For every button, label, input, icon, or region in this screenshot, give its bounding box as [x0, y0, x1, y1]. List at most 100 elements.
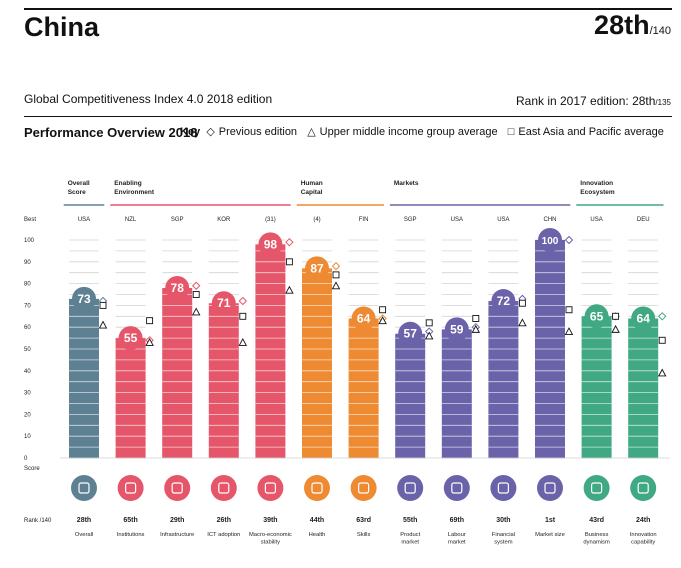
labour-market-icon-glyph [451, 482, 463, 494]
skills-icon-glyph [358, 482, 370, 494]
performance-title: Performance Overview 2018 [24, 125, 198, 140]
pillar-name: Infrastructure [160, 532, 194, 538]
previous-rank-of: /135 [655, 98, 671, 107]
pillar-name: system [494, 540, 513, 546]
pillar-rank: 55th [403, 517, 417, 524]
score-value-label: 73 [77, 292, 91, 306]
market-size-icon [537, 475, 563, 501]
upper-middle-income-marker [424, 331, 434, 340]
legend-east-asia-label: East Asia and Pacific average [518, 126, 664, 138]
best-country-label: (4) [313, 217, 320, 223]
y-tick-label: 70 [24, 303, 31, 309]
score-value-label: 72 [497, 294, 511, 308]
score-circle [258, 232, 283, 257]
best-country-label: (31) [265, 217, 276, 223]
y-tick-label: 20 [24, 412, 31, 418]
east-asia-marker [99, 301, 107, 309]
group-label: Human [301, 180, 323, 187]
score-circle [211, 291, 236, 316]
best-country-label: SGP [171, 217, 184, 223]
overall-icon [71, 475, 97, 501]
pillar-rank: 69th [450, 517, 464, 524]
pillar-name: Institutions [117, 532, 145, 538]
group-label: Score [68, 189, 86, 196]
pillar-rank: 26th [217, 517, 231, 524]
best-country-label: USA [497, 217, 509, 223]
financial-system-icon [490, 475, 517, 501]
pillar-name: market [448, 540, 466, 546]
legend-prev-label: Previous edition [218, 126, 298, 138]
health-icon [304, 475, 330, 501]
pillar-rank: 28th [77, 517, 91, 524]
pillar-rank: 30th [496, 517, 510, 524]
product-market-icon-glyph [404, 482, 416, 494]
pillar-name: Product [400, 532, 420, 538]
east-asia-marker [425, 319, 433, 327]
y-tick-label: 90 [24, 260, 31, 266]
y-tick-label: 40 [24, 369, 31, 375]
market-size-icon-glyph [544, 482, 556, 494]
financial-system-icon-glyph [497, 482, 509, 494]
pillar-rank: 44th [310, 517, 324, 524]
score-value-label: 65 [590, 309, 604, 323]
score-circle [165, 275, 190, 300]
previous-rank: Rank in 2017 edition: 28th/135 [516, 94, 671, 108]
y-tick-label: 10 [24, 434, 31, 440]
upper-middle-income-marker [657, 368, 667, 377]
pillar-name: market [401, 540, 419, 546]
east-asia-marker [518, 299, 526, 307]
institutions-icon [117, 475, 144, 501]
east-asia-marker [332, 271, 340, 279]
pillar-name: Financial [492, 532, 515, 538]
rank-label: Rank /140 [24, 518, 52, 524]
product-market-icon [397, 475, 424, 501]
upper-middle-income-marker [331, 281, 341, 290]
score-bar [581, 316, 612, 458]
pillar-name: Overall [75, 532, 93, 538]
pillar-name: ICT adoption [207, 532, 240, 538]
score-value-label: 57 [404, 327, 418, 341]
pillar-name: Skills [357, 532, 371, 538]
pillar-rank: 29th [170, 517, 184, 524]
y-tick-label: 0 [24, 456, 28, 462]
y-tick-label: 60 [24, 325, 31, 331]
score-bar [628, 318, 659, 458]
best-country-label: USA [451, 217, 463, 223]
group-label: Markets [394, 180, 419, 187]
upper-middle-income-marker [564, 327, 574, 336]
score-value-label: 78 [171, 281, 185, 295]
pillar-name: capability [631, 540, 655, 546]
pillar-name: Labour [448, 532, 466, 538]
score-bar [302, 268, 332, 458]
ict-icon [210, 475, 237, 501]
score-bar [115, 338, 146, 458]
score-circle [72, 286, 96, 311]
y-tick-label: 50 [24, 347, 31, 353]
pillar-rank: 24th [636, 517, 650, 524]
score-bar [488, 301, 519, 458]
upper-middle-income-marker [471, 324, 481, 333]
edition-label: Global Competitiveness Index 4.0 2018 ed… [24, 92, 273, 106]
score-circle [305, 256, 329, 281]
previous-edition-marker [285, 237, 294, 247]
best-country-label: USA [78, 217, 90, 223]
pillar-name: Market size [535, 532, 565, 538]
score-value-label: 71 [217, 296, 231, 310]
legend-upper-mid-label: Upper middle income group average [319, 126, 498, 138]
east-asia-marker [472, 315, 480, 322]
legend-upper-mid-symbol: △ [307, 126, 316, 138]
group-label: Enabling [114, 180, 141, 187]
overall-rank-value: 28th [594, 10, 650, 40]
y-tick-label: 30 [24, 391, 31, 397]
score-circle [584, 304, 609, 329]
pillar-name: Business [585, 532, 609, 538]
overall-icon-glyph [78, 482, 90, 494]
best-country-label: KOR [217, 217, 231, 223]
group-label: Innovation [580, 180, 613, 187]
score-value-label: 87 [310, 261, 324, 275]
best-country-label: NZL [125, 217, 137, 223]
legend-key-label: Key [180, 126, 201, 138]
macro-icon-glyph [264, 482, 276, 494]
score-bar [208, 303, 239, 458]
